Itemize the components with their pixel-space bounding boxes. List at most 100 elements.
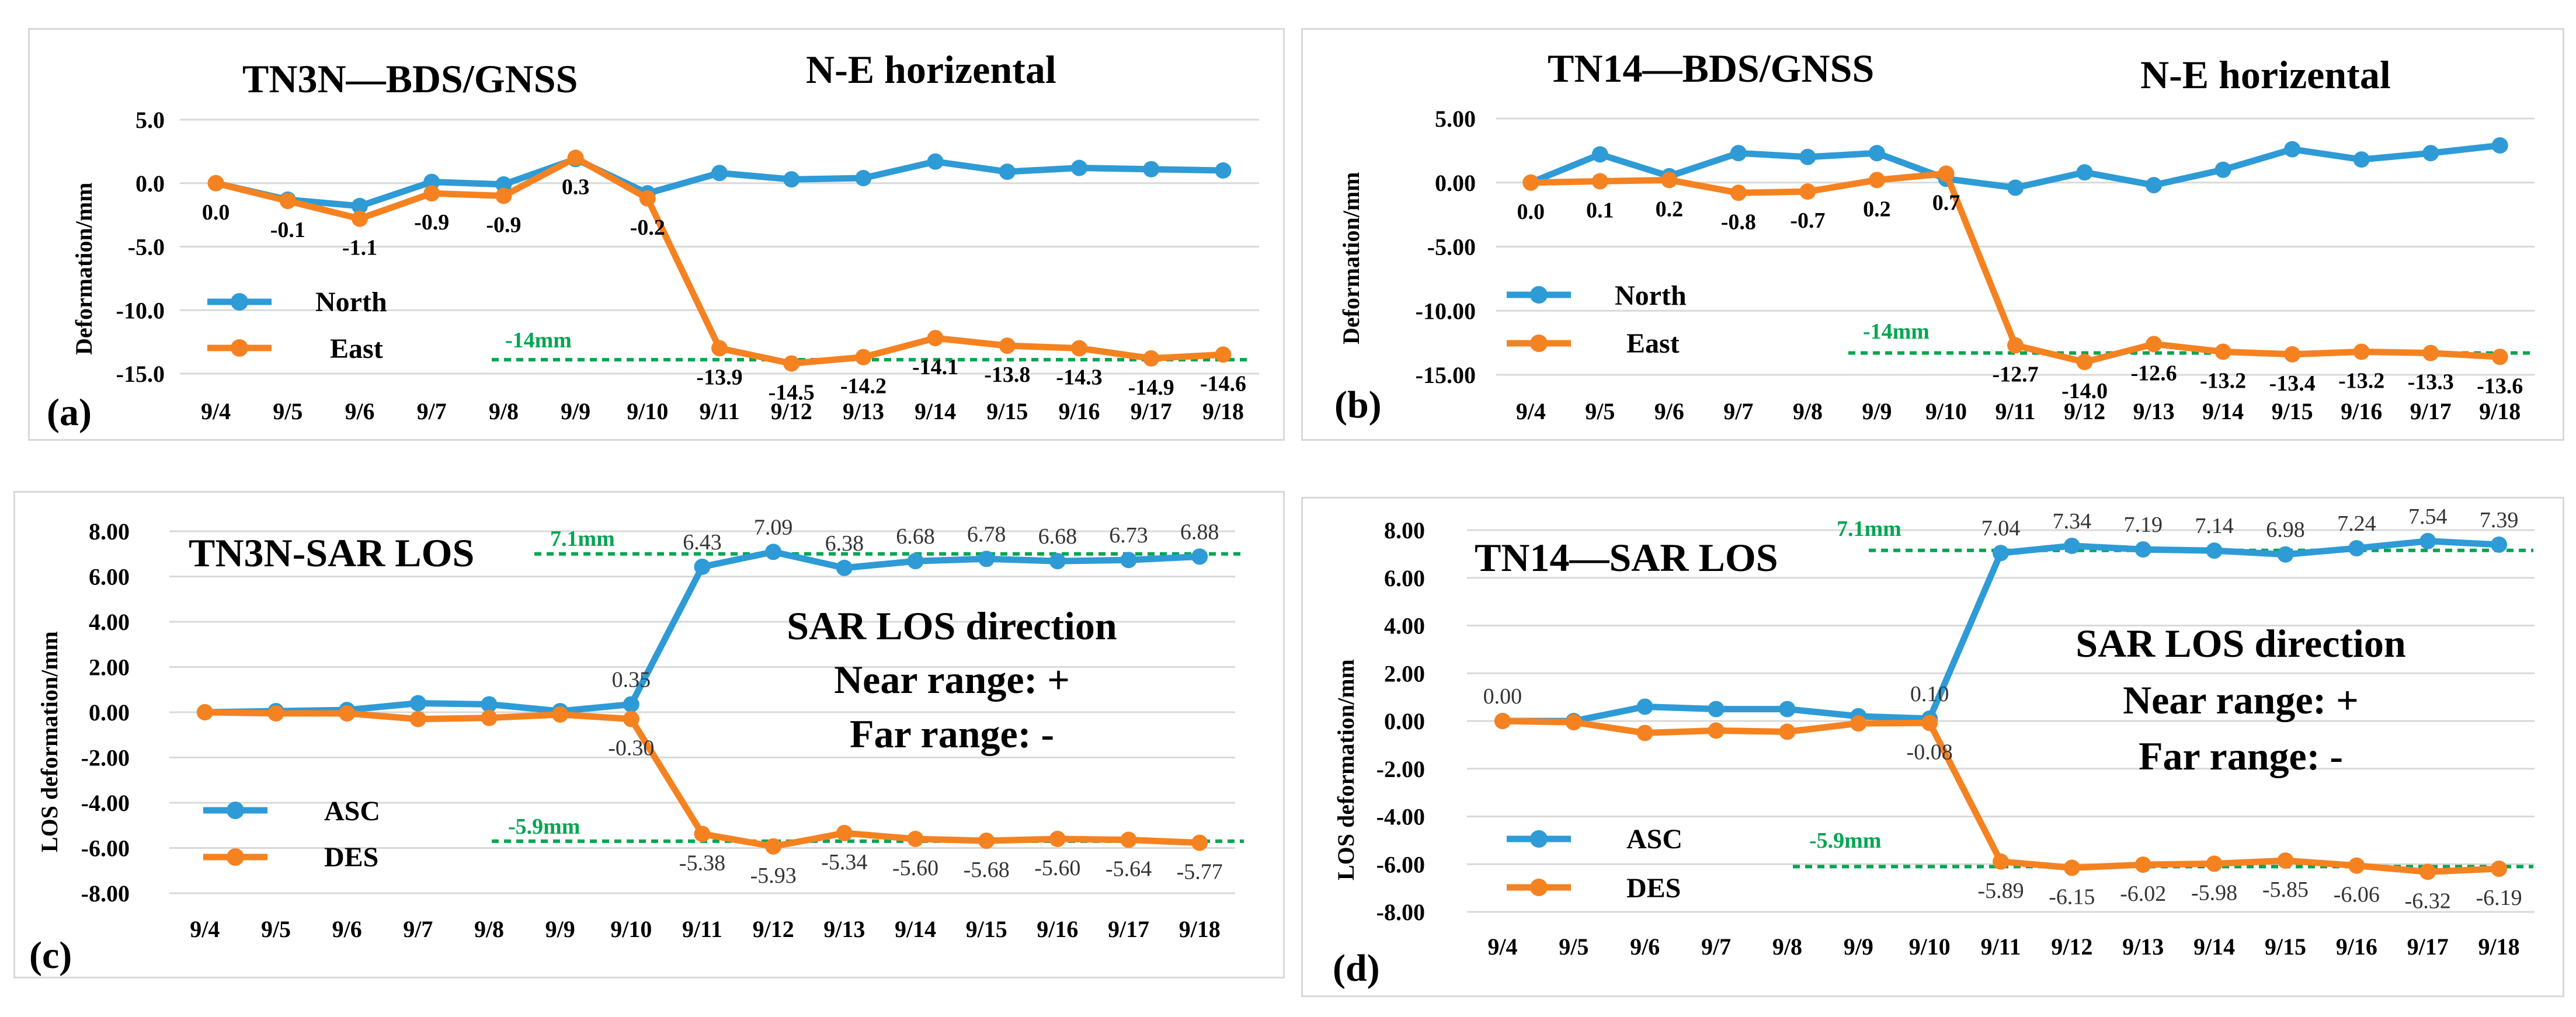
data-label-des: -5.98 [2191,880,2237,905]
data-label-des: -5.38 [679,851,725,875]
data-point-des [196,704,213,720]
x-tick-label: 9/17 [2410,398,2452,424]
x-tick-label: 9/4 [1487,934,1517,960]
data-point-north [2076,164,2093,181]
data-point-north [1799,148,1816,165]
panel-b-frame [1301,28,2564,441]
data-point-east [2007,337,2024,354]
y-tick-label: -5.00 [1427,234,1476,260]
panel-a-frame [28,28,1285,441]
legend-north-marker [1530,286,1548,304]
panel-c-gridlines [169,530,1235,894]
data-label-east: 0.7 [1932,190,1960,215]
data-point-north [2146,177,2163,194]
x-tick-label: 9/18 [2478,934,2520,960]
y-tick-label: 4.00 [1384,613,1425,639]
x-tick-label: 9/10 [610,916,652,942]
x-tick-label: 9/16 [1037,916,1078,942]
data-point-des [694,826,711,842]
data-label-asc: 6.98 [2266,518,2305,542]
data-point-des [1993,853,2009,870]
data-point-des [765,838,782,855]
data-label-des: -0.30 [608,736,654,761]
y-tick-label: 8.00 [1384,517,1425,544]
panel-b-x-ticks: 9/4 9/5 9/6 9/7 9/8 9/9 9/10 9/11 9/12 9/13 9/14 9/… [1516,398,2521,424]
panel-d-ref-label-lower: -5.9mm [1809,828,1881,853]
data-label-asc: 7.19 [2123,513,2163,537]
x-tick-label: 9/4 [201,398,231,424]
panel-a-x-ticks: 9/4 9/5 9/6 9/7 9/8 9/9 9/10 9/11 9/12 9/13 9/14 9/… [201,398,1244,424]
data-point-asc [1993,545,2009,562]
panel-d-data-labels: 0.00 0.10 7.04 7.34 7.19 7.14 6.98 7.24 7.54 7.39… [1483,504,2522,914]
x-tick-label: 9/18 [2479,398,2521,424]
data-label-des: -6.19 [2476,886,2522,910]
data-point-asc [1049,553,1066,570]
data-label-east: -1.1 [342,236,377,260]
data-label-asc: 6.73 [1109,523,1148,548]
panel-a-title: TN3N—BDS/GNSS [242,57,578,101]
x-tick-label: 9/7 [1701,934,1731,960]
data-label-des: -6.15 [2049,884,2095,909]
data-point-asc [1708,701,1725,718]
x-tick-label: 9/15 [2272,398,2313,424]
data-label-asc: 6.43 [683,530,722,555]
legend-asc-marker [1530,830,1548,848]
x-tick-label: 9/8 [1772,934,1802,960]
panel-c-frame [13,491,1285,978]
x-tick-label: 9/13 [823,916,865,942]
x-tick-label: 9/11 [1981,934,2021,960]
panel-d: 8.00 6.00 4.00 2.00 0.00 -2.00 -4.00 -6.00 -8.00… [1333,504,2535,990]
data-label-east: -14.0 [2062,379,2108,403]
data-point-asc [694,558,711,575]
data-label-east: -0.9 [486,213,521,238]
panel-c-title: TN3N-SAR LOS [189,531,474,575]
panel-b-data-labels: 0.0 0.1 0.2 -0.8 -0.7 0.2 0.7 -12.7 -14.0 -12.6 -1… [1517,190,2523,403]
data-point-north [352,197,368,214]
data-point-asc [2491,536,2508,553]
data-label-east: -13.9 [696,365,742,390]
y-tick-label: -5.0 [128,234,165,260]
panel-c-legend: ASC DES [203,796,380,873]
data-label-des: -5.89 [1977,879,2024,903]
data-label-east: -0.1 [270,218,305,242]
x-tick-label: 9/15 [986,398,1028,424]
data-point-des [1120,831,1137,848]
panel-b-title: TN14—BDS/GNSS [1548,46,1874,90]
data-point-asc [1636,698,1653,715]
data-label-asc: 7.09 [754,515,793,539]
y-tick-label: -8.00 [81,880,130,907]
data-label-east: -14.6 [1200,371,1246,396]
legend-des-marker [227,848,244,866]
data-point-east [999,337,1016,354]
panel-a-label: (a) [47,391,92,434]
data-point-east [495,187,512,204]
x-tick-label: 9/15 [2265,934,2306,960]
data-point-north [927,153,944,170]
data-point-des [1779,723,1796,740]
data-point-north [855,170,872,187]
panel-d-ref-label-upper: 7.1mm [1837,517,1901,541]
data-point-east [927,330,944,347]
data-point-des [1921,715,1938,732]
panel-a: 5.00.0-5.0-10.0-15.0 9/4 9/5 9/6 9/7 9/8 9/9 9… [47,47,1259,434]
data-point-east [2146,336,2163,353]
data-point-des [907,831,924,847]
x-tick-label: 9/18 [1179,916,1221,942]
data-label-asc: 7.39 [2480,508,2519,532]
y-tick-label: -4.00 [1376,804,1425,830]
panel-c: 8.00 6.00 4.00 2.00 0.00 -2.00 -4.00 -6.00 -8.00… [29,515,1244,977]
data-point-asc [765,544,782,560]
panel-d-gridlines [1467,529,2535,913]
data-label-asc: 0.35 [612,667,651,692]
data-point-north [2215,161,2231,178]
data-point-north [711,165,728,182]
data-point-asc [836,559,853,576]
panel-d-x-ticks: 9/4 9/5 9/6 9/7 9/8 9/9 9/10 9/11 9/12 9/13 9/14 9/… [1487,934,2519,960]
panel-d-legend: ASC DES [1507,824,1682,904]
data-point-east [2076,354,2093,371]
panel-d-y-axis-label: LOS deformation/mm [1333,659,1359,880]
x-tick-label: 9/17 [1108,916,1149,942]
panel-d-note-line-2: Near range: + [2123,678,2359,722]
data-point-des [1191,834,1208,851]
